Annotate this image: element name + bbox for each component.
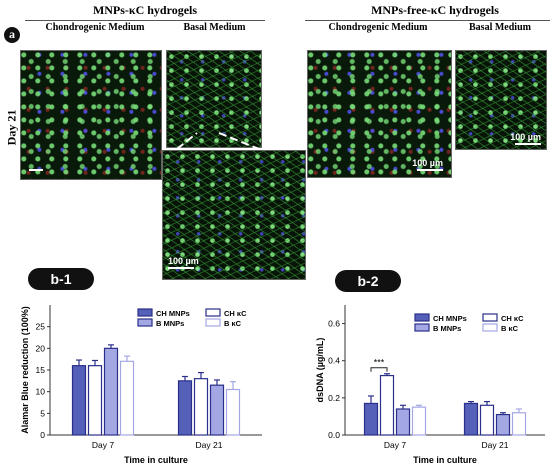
bar <box>87 365 103 436</box>
x-tick-label: Day 7 <box>92 440 114 450</box>
micrograph-free-chondro: 100 µm <box>307 50 452 178</box>
micrograph-mnps-chondro <box>20 50 162 180</box>
group-title-mnps: MNPs-κC hydrogels <box>92 3 198 17</box>
legend-label: CH MNPs <box>433 314 467 323</box>
chart-b1: 0 5 10 15 20 25 Alamar Blue reduction (100%) Ti… <box>20 305 262 465</box>
bar <box>225 388 241 436</box>
zoom-indicator <box>176 132 260 149</box>
badge-b1: b-1 <box>28 268 94 290</box>
scale-bar <box>29 169 43 171</box>
scale-label: 100 µm <box>510 132 541 142</box>
y-tick-label: 20 <box>36 343 46 353</box>
bar <box>479 404 495 436</box>
y-tick-label: 15 <box>36 365 46 375</box>
y-tick-label: 0.6 <box>328 319 340 329</box>
y-tick-label: 10 <box>36 387 46 397</box>
x-axis-label: Time in culture <box>413 455 477 465</box>
bar <box>495 413 511 436</box>
micrograph-free-basal: 100 µm <box>455 50 547 150</box>
x-tick-label: Day 21 <box>196 440 223 450</box>
col-head-free-chondro: Chondrogenic Medium <box>328 22 428 33</box>
legend-swatch <box>482 313 498 322</box>
panel-a-label: a <box>4 27 20 43</box>
legend-label: B MNPs <box>433 324 461 333</box>
bar <box>193 378 209 436</box>
y-tick-label: 0 <box>40 430 45 440</box>
legend-swatch <box>205 308 221 317</box>
legend-label: CH MNPs <box>156 309 190 318</box>
legend-label: B MNPs <box>156 319 184 328</box>
legend-swatch <box>205 318 221 327</box>
legend-swatch <box>414 323 430 332</box>
row-label-day21: Day 21 <box>4 109 19 146</box>
bar <box>411 406 427 436</box>
legend-label: B κC <box>224 319 242 328</box>
col-head-free-basal: Basal Medium <box>469 22 531 33</box>
bar <box>119 360 135 436</box>
bar <box>395 408 411 436</box>
scale-label: 100 µm <box>412 158 443 168</box>
bar <box>209 384 225 436</box>
bar <box>103 347 119 436</box>
legend-swatch <box>137 318 153 327</box>
y-tick-label: 0.2 <box>328 393 340 403</box>
legend-label: CH κC <box>501 314 524 323</box>
group-rule-mnps-free <box>305 20 550 21</box>
bar <box>511 412 527 436</box>
col-head-mnps-basal: Basal Medium <box>183 22 246 33</box>
x-tick-label: Day 7 <box>384 440 406 450</box>
micrograph-mnps-basal-zoom: 100 µm <box>162 150 306 280</box>
bar <box>177 380 193 436</box>
y-tick-label: 0.4 <box>328 356 340 366</box>
bar <box>463 402 479 436</box>
y-axis-label: Alamar Blue reduction (100%) <box>20 306 30 434</box>
scale-bar <box>515 143 541 145</box>
group-rule-mnps <box>25 20 265 21</box>
bar <box>379 374 395 436</box>
micrograph-mnps-basal <box>166 50 262 149</box>
x-axis-label: Time in culture <box>124 455 188 465</box>
legend-swatch <box>137 308 153 317</box>
group-title-mnps-free: MNPs-free-κC hydrogels <box>371 3 499 17</box>
legend-label: B κC <box>501 324 519 333</box>
significance-bracket <box>370 367 388 372</box>
scale-bar <box>168 267 194 269</box>
bar <box>363 402 379 436</box>
y-tick-label: 0.0 <box>328 430 340 440</box>
badge-b2: b-2 <box>335 270 401 292</box>
y-axis-label: dsDNA (µg/mL) <box>315 338 325 403</box>
significance-label: *** <box>374 358 385 368</box>
scale-label: 100 µm <box>168 256 199 266</box>
legend-swatch <box>414 313 430 322</box>
col-head-mnps-chondro: Chondrogenic Medium <box>45 22 145 33</box>
y-tick-label: 25 <box>36 322 46 332</box>
scale-bar <box>417 169 443 171</box>
x-tick-label: Day 21 <box>482 440 509 450</box>
legend-swatch <box>482 323 498 332</box>
bar <box>71 365 87 436</box>
legend-label: CH κC <box>224 309 247 318</box>
y-tick-label: 5 <box>40 408 45 418</box>
